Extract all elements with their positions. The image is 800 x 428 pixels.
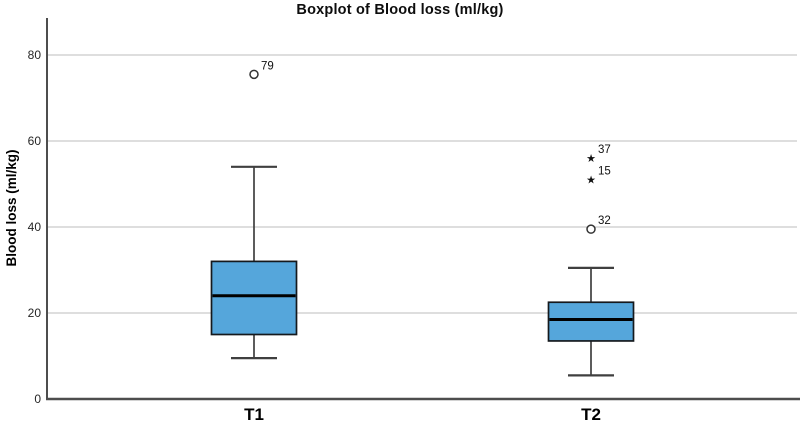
iqr-box <box>210 260 298 336</box>
y-tick-label-40: 40 <box>28 220 42 234</box>
outlier-case-label: 15 <box>598 166 611 178</box>
outlier-star-marker: ★ <box>586 153 596 165</box>
category-label-T2: T2 <box>581 405 601 424</box>
category-label-T1: T1 <box>244 405 264 424</box>
y-tick-label-80: 80 <box>28 48 42 62</box>
outlier-case-label: 32 <box>598 215 611 227</box>
y-tick-label-0: 0 <box>34 392 41 406</box>
outlier-circle-marker <box>249 69 259 80</box>
y-tick-label-60: 60 <box>28 134 42 148</box>
boxplot-group-T2: 32★15★37 <box>547 144 635 377</box>
y-axis-title: Blood loss (ml/kg) <box>4 149 19 266</box>
outlier-case-label: 37 <box>598 144 611 156</box>
chart-title: Boxplot of Blood loss (ml/kg) <box>296 2 504 18</box>
outlier-case-label: 79 <box>261 60 274 72</box>
outlier-star-marker: ★ <box>586 175 596 187</box>
boxplot-group-T1: 79 <box>210 60 298 360</box>
y-tick-label-20: 20 <box>28 306 42 320</box>
outlier-circle-marker <box>586 224 596 234</box>
iqr-box <box>547 301 635 342</box>
